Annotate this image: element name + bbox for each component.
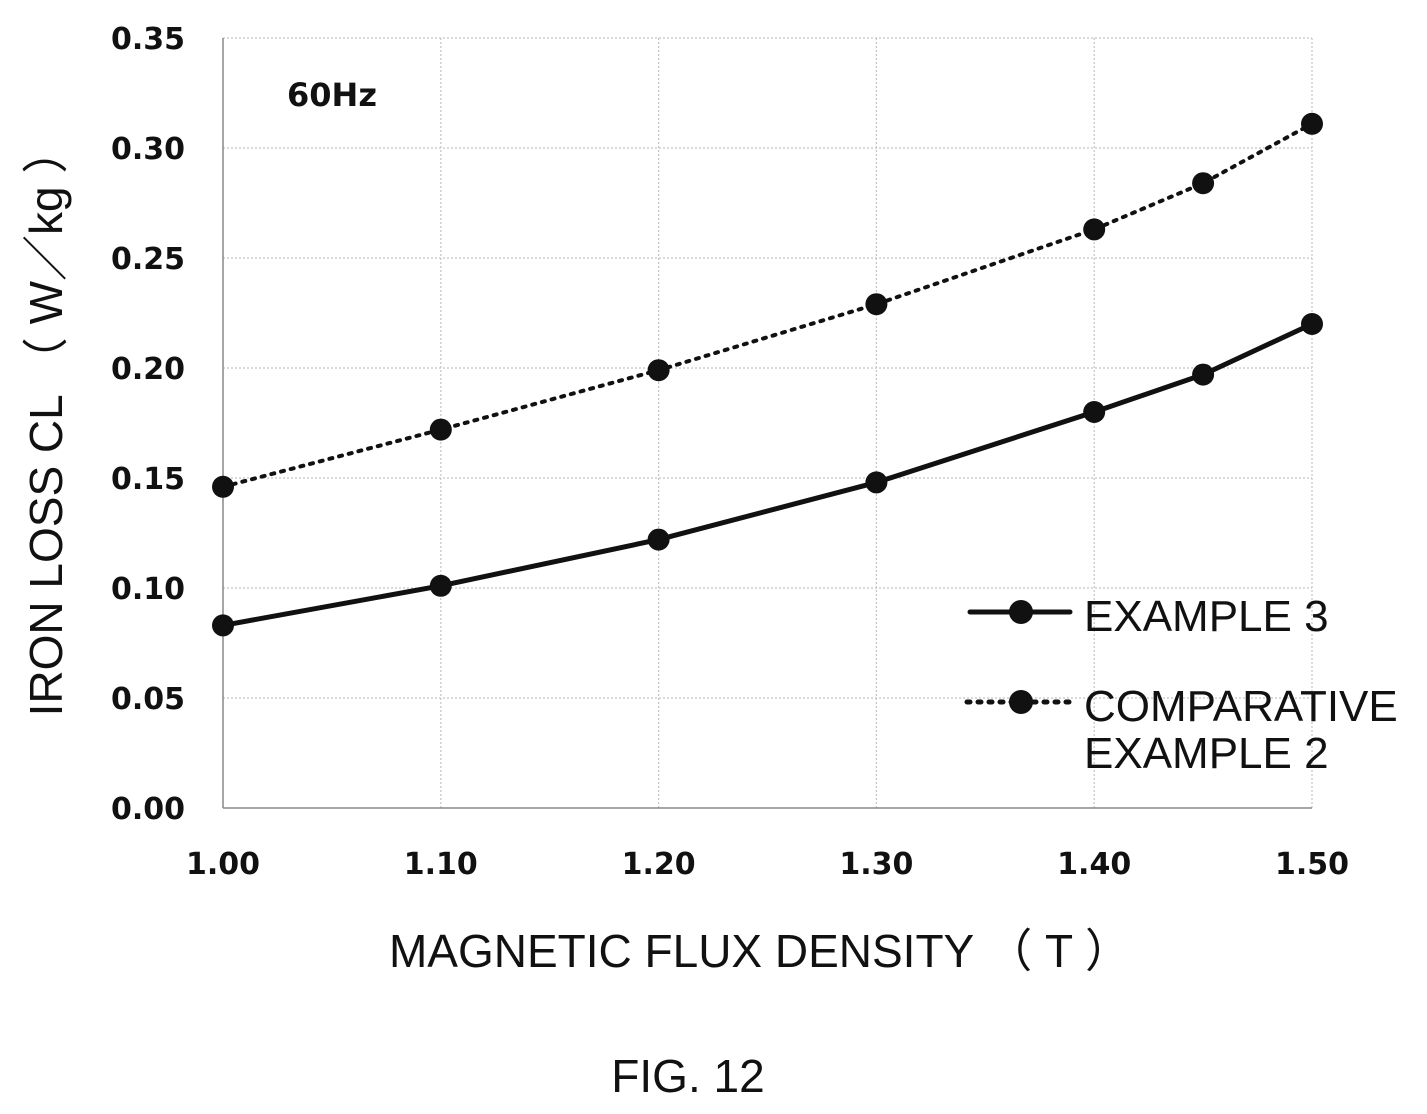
legend-label-1: EXAMPLE 2 xyxy=(1084,729,1329,778)
x-tick-label: 1.30 xyxy=(839,847,913,882)
y-tick-labels: 0.00 0.05 0.10 0.15 0.20 0.25 0.30 0.35 xyxy=(111,22,185,827)
y-tick-label: 0.20 xyxy=(111,352,185,387)
data-point-series-0 xyxy=(212,614,234,637)
data-point-series-0 xyxy=(1192,363,1215,386)
data-point-series-0 xyxy=(1083,401,1106,423)
legend-marker-1 xyxy=(1009,690,1033,714)
x-tick-label: 1.10 xyxy=(404,847,478,882)
legend-label-0: EXAMPLE 3 xyxy=(1084,592,1329,641)
data-point-series-1 xyxy=(212,475,234,498)
series-line-0 xyxy=(220,321,1315,628)
y-tick-label: 0.15 xyxy=(111,462,185,497)
axes xyxy=(222,38,1312,809)
legend-marker-0 xyxy=(1009,600,1033,624)
x-tick-label: 1.40 xyxy=(1057,847,1131,882)
series-line-1 xyxy=(221,121,1314,489)
x-axis-title: MAGNETIC FLUX DENSITY （ T ） xyxy=(389,925,1131,977)
data-point-series-1 xyxy=(647,359,670,382)
y-tick-label: 0.10 xyxy=(111,572,185,607)
x-tick-label: 1.20 xyxy=(622,847,696,882)
y-tick-label: 0.00 xyxy=(111,792,185,827)
legend-label-1: COMPARATIVE xyxy=(1084,682,1398,731)
y-tick-label: 0.05 xyxy=(111,682,185,717)
figure-caption: FIG. 12 xyxy=(611,1050,764,1102)
series-lines xyxy=(212,112,1323,637)
data-point-series-0 xyxy=(647,528,670,551)
data-point-series-1 xyxy=(865,293,888,316)
x-tick-label: 1.00 xyxy=(186,847,260,882)
y-axis-title: IRON LOSS CL （ W／kg ） xyxy=(20,128,72,717)
data-point-series-1 xyxy=(1192,172,1215,195)
data-point-series-1 xyxy=(1301,112,1323,135)
data-point-series-0 xyxy=(865,471,888,494)
frequency-annotation: 60Hz xyxy=(287,76,377,114)
y-tick-label: 0.30 xyxy=(111,132,185,167)
x-tick-label: 1.50 xyxy=(1275,847,1349,882)
y-tick-label: 0.35 xyxy=(111,22,185,57)
data-point-series-1 xyxy=(429,418,452,441)
data-point-series-0 xyxy=(1301,313,1323,335)
x-tick-labels: 1.00 1.10 1.20 1.30 1.40 1.50 xyxy=(186,847,1349,882)
data-point-series-0 xyxy=(429,574,452,597)
y-tick-label: 0.25 xyxy=(111,242,185,277)
data-point-series-1 xyxy=(1083,218,1106,241)
